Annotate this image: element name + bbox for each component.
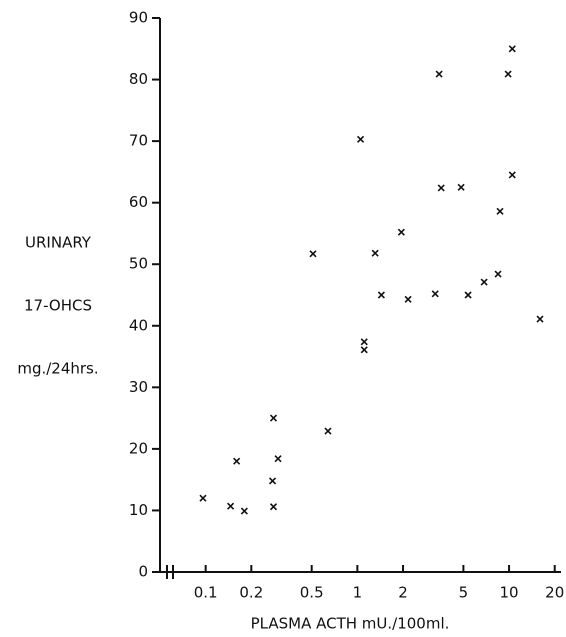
point	[240, 507, 248, 515]
y-tick-label: 20	[129, 439, 148, 457]
point	[508, 171, 516, 179]
point	[504, 70, 512, 78]
y-tick-label: 90	[129, 9, 148, 27]
point	[371, 249, 379, 257]
point	[464, 291, 472, 299]
point	[357, 135, 365, 143]
y-tick-label: 50	[129, 255, 148, 273]
point	[309, 250, 317, 258]
y-axis-label: mg./24hrs.	[17, 360, 98, 378]
point	[377, 291, 385, 299]
y-tick-label: 10	[129, 501, 148, 519]
x-tick-label: 10	[500, 584, 519, 602]
point	[435, 70, 443, 78]
x-tick-label: 2	[398, 584, 408, 602]
point	[536, 315, 544, 323]
point	[404, 295, 412, 303]
point	[269, 414, 278, 422]
y-tick-label: 40	[129, 316, 148, 334]
point	[227, 502, 235, 510]
point	[437, 184, 445, 192]
point	[199, 494, 207, 502]
point	[274, 455, 282, 463]
point	[324, 427, 332, 435]
point	[269, 503, 278, 511]
point	[233, 457, 241, 465]
y-tick-label: 60	[129, 193, 148, 211]
x-axis-label: PLASMA ACTH mU./100ml.	[251, 615, 450, 633]
y-tick-label: 0	[138, 563, 148, 581]
point	[480, 278, 488, 286]
point	[508, 45, 516, 53]
point	[496, 207, 504, 215]
point	[457, 183, 465, 191]
point	[360, 346, 368, 354]
x-tick-label: 0.5	[300, 584, 324, 602]
y-axis-label: 17-OHCS	[24, 297, 92, 315]
point	[431, 290, 439, 298]
x-tick-label: 20	[545, 584, 564, 602]
point	[268, 477, 277, 485]
y-axis-label: URINARY	[25, 234, 92, 252]
y-tick-label: 70	[129, 132, 148, 150]
x-tick-label: 0.2	[239, 584, 263, 602]
y-tick-label: 30	[129, 378, 148, 396]
point	[360, 338, 368, 346]
point	[397, 228, 405, 236]
point	[494, 270, 502, 278]
x-tick-label: 0.1	[194, 584, 218, 602]
y-tick-label: 80	[129, 70, 148, 88]
x-tick-label: 1	[353, 584, 363, 602]
x-tick-label: 5	[459, 584, 469, 602]
